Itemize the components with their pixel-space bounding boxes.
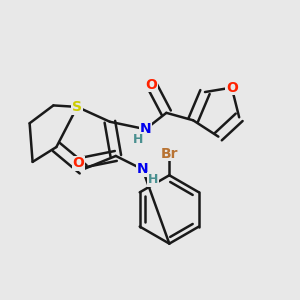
Text: H: H [148,173,158,186]
Text: Br: Br [160,147,178,160]
Text: H: H [133,133,143,146]
Text: N: N [137,162,148,176]
Text: N: N [140,122,152,136]
Text: O: O [146,78,158,92]
Text: S: S [72,100,82,114]
Text: O: O [73,156,85,170]
Text: O: O [226,81,238,94]
